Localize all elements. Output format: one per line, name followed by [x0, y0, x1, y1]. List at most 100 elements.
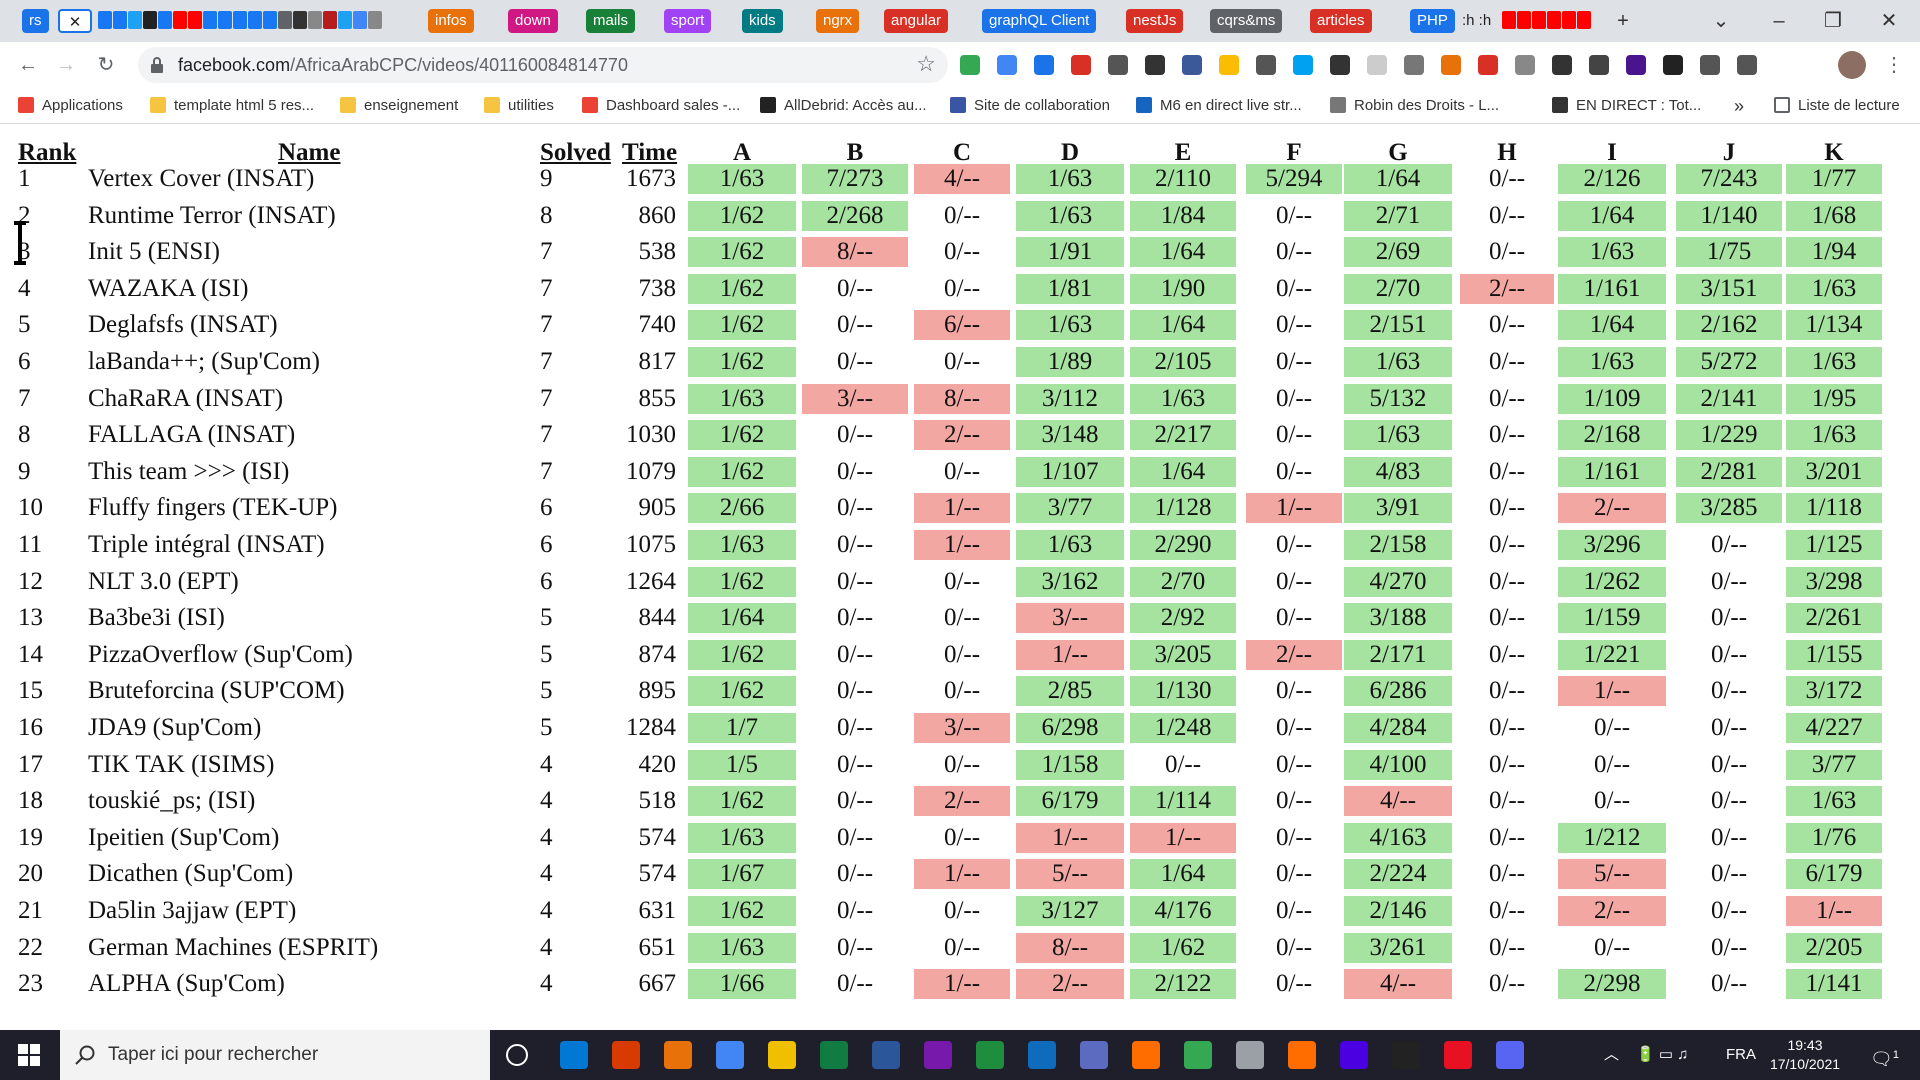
tab-group-rs[interactable]: rs — [22, 9, 49, 33]
pinned-tab-favicon-icon[interactable] — [338, 11, 352, 29]
taskbar-app-icon[interactable] — [612, 1041, 640, 1069]
tab-group-1[interactable]: down — [508, 9, 558, 33]
bookmark-item[interactable]: M6 en direct live str... — [1136, 88, 1302, 124]
minimize-icon[interactable]: – — [1773, 10, 1785, 32]
taskbar-search-box[interactable]: Taper ici pour rechercher — [60, 1030, 490, 1080]
bookmark-item[interactable]: Applications — [18, 88, 123, 124]
youtube-tab-favicon-icon[interactable] — [1502, 11, 1516, 29]
extension-icon[interactable] — [1108, 55, 1128, 75]
more-bookmarks-icon[interactable]: » — [1734, 96, 1745, 116]
misc-tabs[interactable]: :h :h — [1462, 9, 1491, 33]
extension-icon[interactable] — [1367, 55, 1387, 75]
taskbar-app-icon[interactable] — [1340, 1041, 1368, 1069]
extension-icon[interactable] — [1441, 55, 1461, 75]
maximize-icon[interactable]: ❐ — [1824, 10, 1842, 32]
extension-icon[interactable] — [1219, 55, 1239, 75]
extension-icon[interactable] — [997, 55, 1017, 75]
bookmark-item[interactable]: Site de collaboration — [950, 88, 1110, 124]
pinned-tab-favicon-icon[interactable] — [323, 11, 337, 29]
extension-icon[interactable] — [960, 55, 980, 75]
taskbar-app-icon[interactable] — [1392, 1041, 1420, 1069]
taskbar-app-icon[interactable] — [560, 1041, 588, 1069]
pinned-tab-favicon-icon[interactable] — [203, 11, 217, 29]
extension-icon[interactable] — [1626, 55, 1646, 75]
extension-icon[interactable] — [1330, 55, 1350, 75]
tab-group-8[interactable]: nestJs — [1126, 9, 1184, 33]
pinned-tab-favicon-icon[interactable] — [173, 11, 187, 29]
youtube-tab-favicon-icon[interactable] — [1517, 11, 1531, 29]
reading-list-button[interactable]: Liste de lecture — [1774, 88, 1900, 124]
youtube-tab-favicon-icon[interactable] — [1577, 11, 1591, 29]
bookmark-item[interactable]: AllDebrid: Accès au... — [760, 88, 927, 124]
tab-group-3[interactable]: sport — [664, 9, 712, 33]
reload-icon[interactable]: ↻ — [97, 54, 115, 76]
pinned-tab-favicon-icon[interactable] — [353, 11, 367, 29]
extension-icon[interactable] — [1145, 55, 1165, 75]
youtube-tab-favicon-icon[interactable] — [1547, 11, 1561, 29]
extension-icon[interactable] — [1256, 55, 1276, 75]
extension-icon[interactable] — [1293, 55, 1313, 75]
taskbar-app-icon[interactable] — [1184, 1041, 1212, 1069]
taskbar-app-icon[interactable] — [1288, 1041, 1316, 1069]
taskbar-app-icon[interactable] — [872, 1041, 900, 1069]
tab-group-5[interactable]: ngrx — [816, 9, 860, 33]
tab-group-9[interactable]: cqrs&ms — [1210, 9, 1283, 33]
cortana-icon[interactable] — [506, 1044, 528, 1066]
bookmark-item[interactable]: EN DIRECT : Tot... — [1552, 88, 1701, 124]
pinned-tab-favicon-icon[interactable] — [218, 11, 232, 29]
tab-group-11[interactable]: PHP — [1410, 9, 1455, 33]
extension-icon[interactable] — [1478, 55, 1498, 75]
bookmark-item[interactable]: utilities — [484, 88, 554, 124]
bookmark-star-icon[interactable]: ☆ — [916, 51, 936, 76]
profile-avatar[interactable] — [1838, 51, 1866, 79]
taskbar-app-icon[interactable] — [716, 1041, 744, 1069]
pinned-tab-favicon-icon[interactable] — [113, 11, 127, 29]
pinned-tab-favicon-icon[interactable] — [293, 11, 307, 29]
close-window-icon[interactable]: ✕ — [1880, 10, 1898, 32]
pinned-tab-favicon-icon[interactable] — [278, 11, 292, 29]
extension-icon[interactable] — [1737, 55, 1757, 75]
taskbar-app-icon[interactable] — [924, 1041, 952, 1069]
pinned-tab-favicon-icon[interactable] — [248, 11, 262, 29]
tab-search-icon[interactable]: ⌄ — [1712, 10, 1730, 32]
active-tab-close-icon[interactable]: ✕ — [58, 9, 92, 33]
pinned-tab-favicon-icon[interactable] — [308, 11, 322, 29]
bookmark-item[interactable]: template html 5 res... — [150, 88, 314, 124]
bookmark-item[interactable]: Dashboard sales -... — [582, 88, 740, 124]
show-hidden-icons-icon[interactable]: ︿ — [1604, 1046, 1620, 1063]
menu-icon[interactable]: ⋮ — [1884, 54, 1904, 76]
tab-group-4[interactable]: kids — [742, 9, 783, 33]
extension-icon[interactable] — [1663, 55, 1683, 75]
pinned-tab-favicon-icon[interactable] — [368, 11, 382, 29]
extension-icon[interactable] — [1034, 55, 1054, 75]
pinned-tab-favicon-icon[interactable] — [158, 11, 172, 29]
pinned-tab-favicon-icon[interactable] — [128, 11, 142, 29]
youtube-tab-favicon-icon[interactable] — [1532, 11, 1546, 29]
pinned-tab-favicon-icon[interactable] — [98, 11, 112, 29]
language-indicator[interactable]: FRA — [1726, 1046, 1756, 1063]
bookmark-item[interactable]: Robin des Droits - L... — [1330, 88, 1499, 124]
new-tab-icon[interactable]: + — [1617, 10, 1629, 32]
extension-icon[interactable] — [1589, 55, 1609, 75]
youtube-tab-favicon-icon[interactable] — [1562, 11, 1576, 29]
taskbar-app-icon[interactable] — [1236, 1041, 1264, 1069]
system-clock[interactable]: 19:43 17/10/2021 — [1760, 1036, 1850, 1074]
extension-icon[interactable] — [1404, 55, 1424, 75]
address-bar[interactable]: facebook.com/AfricaArabCPC/videos/401160… — [138, 47, 948, 83]
taskbar-app-icon[interactable] — [664, 1041, 692, 1069]
taskbar-app-icon[interactable] — [1080, 1041, 1108, 1069]
extension-icon[interactable] — [1552, 55, 1572, 75]
taskbar-app-icon[interactable] — [1028, 1041, 1056, 1069]
taskbar-app-icon[interactable] — [768, 1041, 796, 1069]
extension-icon[interactable] — [1182, 55, 1202, 75]
extension-icon[interactable] — [1515, 55, 1535, 75]
taskbar-app-icon[interactable] — [1496, 1041, 1524, 1069]
tab-group-0[interactable]: infos — [428, 9, 474, 33]
windows-start-icon[interactable] — [18, 1044, 40, 1066]
extension-icon[interactable] — [1071, 55, 1091, 75]
forward-icon[interactable]: → — [56, 54, 76, 76]
tab-group-7[interactable]: graphQL Client — [982, 9, 1097, 33]
extension-icon[interactable] — [1700, 55, 1720, 75]
pinned-tab-favicon-icon[interactable] — [188, 11, 202, 29]
tab-group-2[interactable]: mails — [586, 9, 636, 33]
